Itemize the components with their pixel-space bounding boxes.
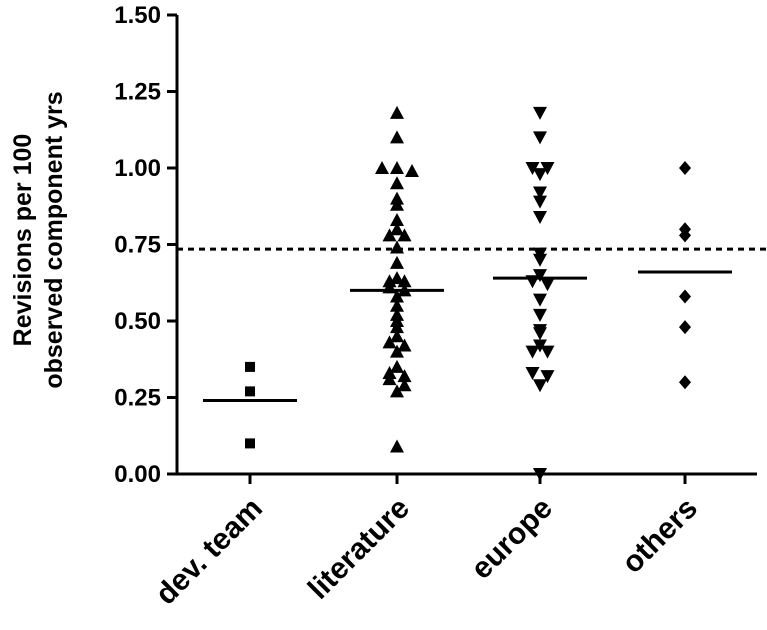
data-point	[540, 278, 555, 292]
y-tick-label: 0.75	[114, 232, 161, 259]
data-point	[382, 366, 397, 380]
x-category-label: others	[616, 492, 704, 580]
data-point	[390, 344, 404, 358]
data-point	[533, 324, 547, 338]
data-point	[679, 375, 691, 390]
data-point	[382, 228, 397, 242]
data-point	[533, 269, 547, 283]
data-point	[390, 161, 404, 174]
data-point	[390, 329, 404, 343]
data-point	[533, 468, 547, 481]
data-point	[533, 379, 547, 393]
data-point	[679, 289, 691, 304]
y-axis-title: Revisions per 100 observed component yrs	[9, 91, 68, 388]
x-axis-labels: dev. team literature europe others	[149, 492, 704, 612]
axes: 0.00 0.25 0.50 0.75 1.00 1.25 1.50	[114, 2, 757, 488]
data-point	[679, 320, 691, 335]
data-point	[245, 361, 255, 372]
data-point	[397, 338, 412, 352]
data-point	[679, 222, 691, 237]
y-tick-label: 1.25	[114, 79, 161, 106]
series-literature	[375, 105, 419, 453]
data-point	[390, 359, 404, 373]
data-point	[390, 289, 404, 303]
data-point	[390, 255, 404, 269]
data-point	[397, 378, 412, 392]
data-point	[390, 130, 404, 144]
data-point	[679, 161, 691, 175]
series-dev-team	[245, 361, 255, 449]
data-point	[533, 131, 547, 145]
y-axis-title-line-1: Revisions per 100	[9, 134, 37, 347]
data-point	[533, 293, 547, 307]
y-tick-label: 0.25	[114, 385, 161, 412]
data-point	[540, 345, 555, 359]
data-point	[533, 247, 547, 261]
data-point	[533, 106, 547, 120]
y-tick-label: 0.00	[114, 461, 161, 488]
data-point	[382, 335, 397, 349]
data-point	[533, 210, 547, 224]
data-point	[245, 438, 255, 449]
data-point	[533, 186, 547, 200]
data-point	[390, 213, 404, 227]
y-tick-label: 0.50	[114, 308, 161, 335]
data-point	[397, 369, 412, 383]
data-point	[390, 191, 404, 205]
data-point	[540, 162, 555, 175]
data-point	[390, 240, 404, 254]
data-points	[245, 105, 691, 481]
data-point	[390, 176, 404, 190]
series-europe	[525, 106, 555, 481]
data-point	[533, 195, 547, 209]
data-point	[390, 439, 404, 453]
data-point	[533, 308, 547, 322]
x-category-label: europe	[465, 492, 559, 586]
y-axis-title-line-2: observed component yrs	[40, 91, 68, 388]
data-point	[375, 161, 389, 174]
data-point	[405, 164, 419, 178]
x-category-label: literature	[302, 492, 416, 606]
data-point	[390, 105, 404, 119]
data-point	[390, 307, 404, 321]
data-point	[533, 168, 547, 182]
y-tick-label: 1.00	[114, 155, 161, 182]
data-point	[390, 384, 404, 398]
data-point	[390, 222, 404, 236]
data-point	[397, 228, 412, 242]
data-point	[390, 271, 404, 285]
series-others	[679, 161, 691, 390]
data-point	[525, 367, 540, 381]
data-point	[533, 339, 547, 353]
data-point	[540, 370, 555, 384]
y-tick-label: 1.50	[114, 2, 161, 29]
data-point	[245, 386, 255, 397]
x-category-label: dev. team	[149, 492, 269, 612]
data-point	[525, 162, 540, 175]
data-point	[390, 298, 404, 312]
data-point	[525, 345, 540, 359]
mean-lines	[203, 270, 732, 403]
